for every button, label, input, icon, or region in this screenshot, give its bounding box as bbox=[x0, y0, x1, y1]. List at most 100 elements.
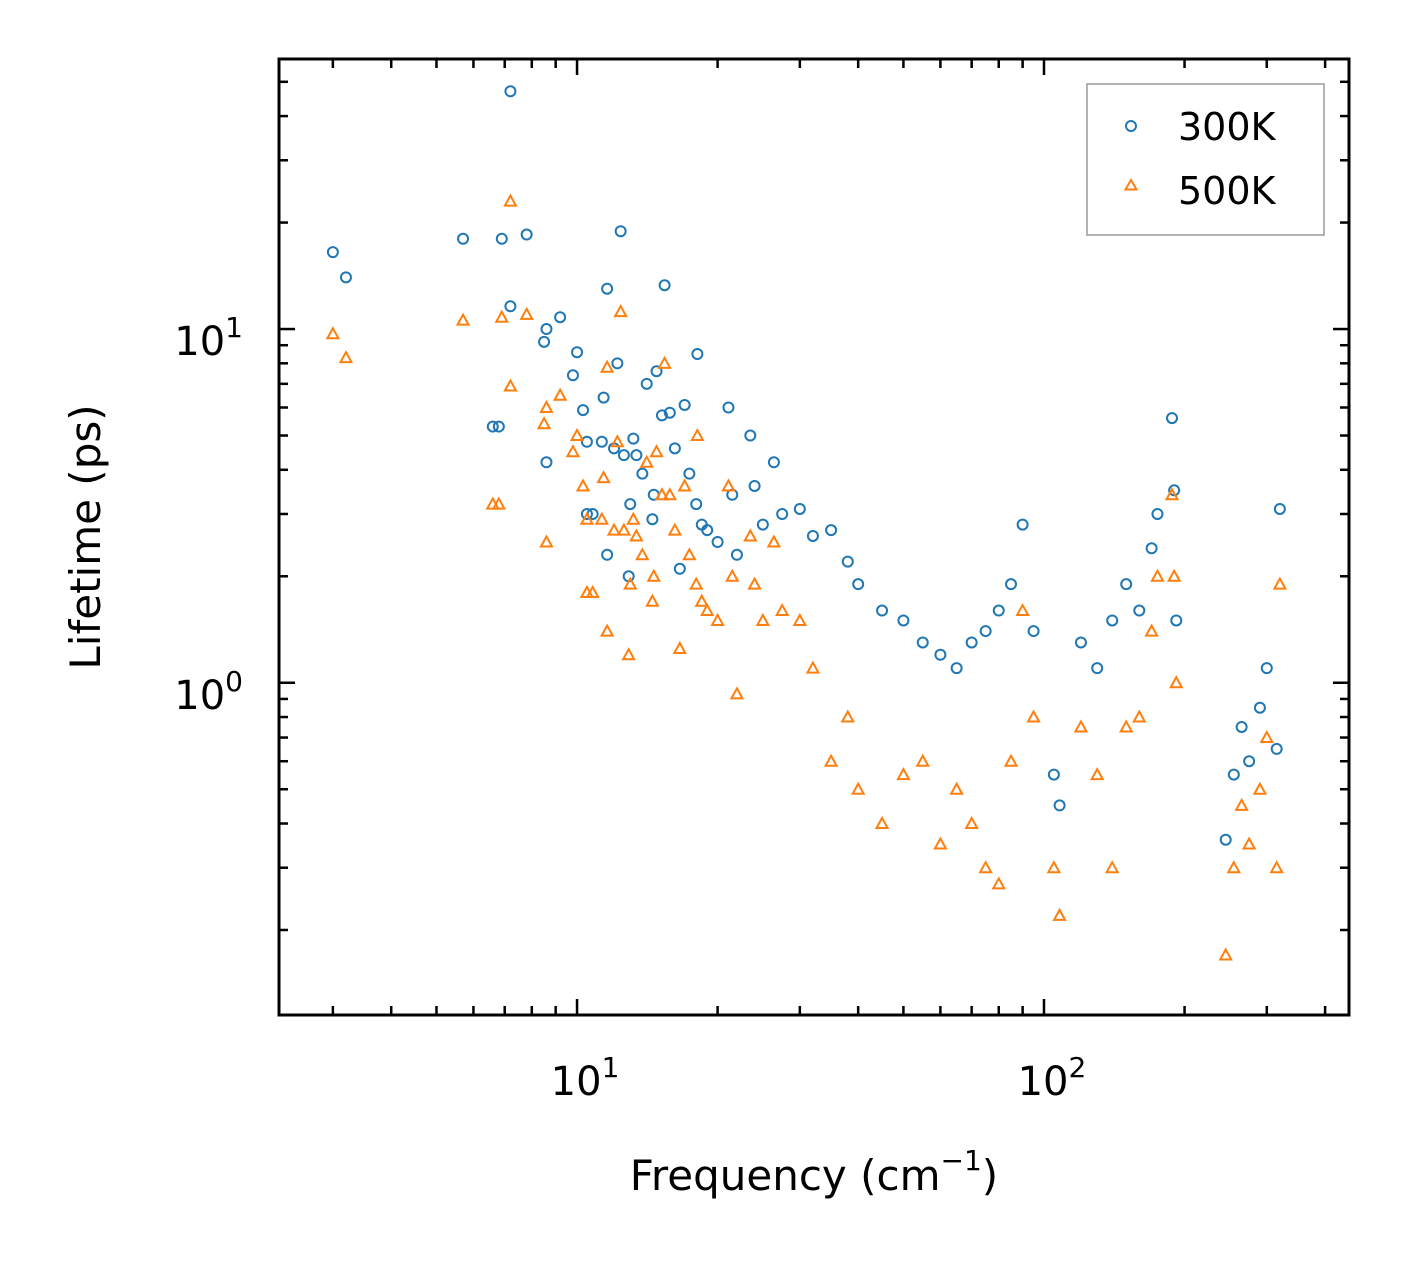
point-500K bbox=[1218, 947, 1233, 961]
point-500K bbox=[689, 576, 704, 590]
point-300K bbox=[992, 604, 1005, 617]
point-300K bbox=[646, 513, 659, 526]
point-300K bbox=[627, 432, 640, 445]
point-300K bbox=[711, 535, 724, 548]
point-300K bbox=[663, 406, 676, 419]
point-300K bbox=[1027, 625, 1040, 638]
point-500K bbox=[1144, 623, 1159, 637]
point-500K bbox=[616, 522, 632, 536]
point-300K bbox=[1270, 742, 1283, 755]
point-500K bbox=[519, 306, 534, 320]
point-500K bbox=[677, 478, 692, 492]
point-300K bbox=[624, 498, 637, 511]
x-tick-exp: 2 bbox=[1069, 1051, 1087, 1084]
point-500K bbox=[1089, 767, 1105, 781]
point-500K bbox=[565, 444, 581, 458]
x-tick-label: 102 bbox=[1018, 1051, 1087, 1105]
point-500K bbox=[1026, 709, 1041, 723]
plot-frame bbox=[277, 57, 1351, 1017]
point-300K bbox=[1106, 614, 1119, 627]
point-500K bbox=[1164, 487, 1180, 501]
point-500K bbox=[536, 416, 552, 430]
point-500K bbox=[933, 836, 948, 850]
point-500K bbox=[662, 487, 677, 501]
point-300K bbox=[495, 232, 508, 245]
point-500K bbox=[874, 815, 890, 830]
point-500K bbox=[710, 612, 725, 626]
point-300K bbox=[1053, 799, 1066, 812]
point-300K bbox=[504, 300, 517, 313]
y-tick-exp: 1 bbox=[225, 311, 243, 344]
point-300K bbox=[793, 502, 806, 515]
x-tick-exp: 1 bbox=[602, 1051, 620, 1084]
point-300K bbox=[577, 404, 590, 417]
point-300K bbox=[701, 524, 714, 537]
point-300K bbox=[979, 625, 992, 638]
point-500K bbox=[978, 860, 993, 874]
point-300K bbox=[673, 562, 686, 575]
point-500K bbox=[629, 528, 644, 542]
point-300K bbox=[540, 323, 553, 336]
x-tick-label: 101 bbox=[551, 1051, 620, 1105]
point-500K bbox=[1259, 729, 1274, 744]
point-500K bbox=[654, 487, 670, 501]
point-300K bbox=[756, 518, 769, 531]
point-500K bbox=[850, 781, 866, 795]
point-300K bbox=[1227, 768, 1240, 781]
point-500K bbox=[606, 522, 622, 536]
x-tick-base: 10 bbox=[551, 1059, 602, 1105]
point-300K bbox=[1151, 507, 1164, 520]
point-500K bbox=[646, 568, 661, 582]
point-500K bbox=[743, 528, 758, 542]
y-axis-title: Lifetime (ps) bbox=[61, 404, 110, 669]
point-300K bbox=[683, 467, 696, 480]
point-300K bbox=[326, 246, 339, 259]
point-500K bbox=[896, 767, 911, 781]
point-500K bbox=[725, 568, 740, 582]
point-300K bbox=[1074, 636, 1087, 649]
point-500K bbox=[690, 427, 705, 442]
point-500K bbox=[613, 304, 628, 318]
point-500K bbox=[1166, 568, 1182, 582]
point-500K bbox=[645, 593, 660, 607]
point-300K bbox=[580, 435, 593, 448]
point-500K bbox=[823, 753, 839, 767]
point-300K bbox=[767, 456, 780, 469]
legend: 300K 500K bbox=[1086, 83, 1325, 236]
point-500K bbox=[621, 647, 636, 661]
point-300K bbox=[691, 348, 704, 361]
point-500K bbox=[1073, 719, 1089, 733]
point-300K bbox=[601, 548, 614, 561]
point-300K bbox=[630, 449, 643, 462]
point-500K bbox=[1052, 907, 1067, 921]
point-500K bbox=[700, 602, 715, 617]
point-300K bbox=[668, 442, 681, 455]
point-500K bbox=[579, 511, 595, 525]
point-500K bbox=[1269, 860, 1284, 874]
point-500K bbox=[503, 378, 518, 392]
point-300K bbox=[934, 648, 947, 661]
point-300K bbox=[580, 507, 593, 520]
point-300K bbox=[1133, 604, 1146, 617]
point-500K bbox=[840, 709, 855, 723]
point-500K bbox=[649, 444, 664, 458]
point-300K bbox=[1168, 484, 1181, 497]
point-300K bbox=[611, 357, 624, 370]
x-axis-title-close: ) bbox=[982, 1151, 998, 1200]
point-500K bbox=[1003, 753, 1019, 767]
legend-label-500K: 500K bbox=[1178, 169, 1277, 213]
point-300K bbox=[617, 449, 630, 462]
point-300K bbox=[571, 346, 584, 359]
point-300K bbox=[540, 456, 553, 469]
point-300K bbox=[1235, 720, 1248, 733]
point-300K bbox=[690, 498, 703, 511]
point-500K bbox=[494, 309, 509, 323]
point-300K bbox=[722, 401, 735, 414]
point-300K bbox=[457, 232, 470, 245]
point-300K bbox=[658, 279, 671, 292]
point-500K bbox=[1119, 719, 1134, 733]
point-500K bbox=[539, 399, 554, 414]
point-300K bbox=[1091, 662, 1104, 675]
point-500K bbox=[623, 576, 638, 590]
point-300K bbox=[1243, 755, 1256, 768]
